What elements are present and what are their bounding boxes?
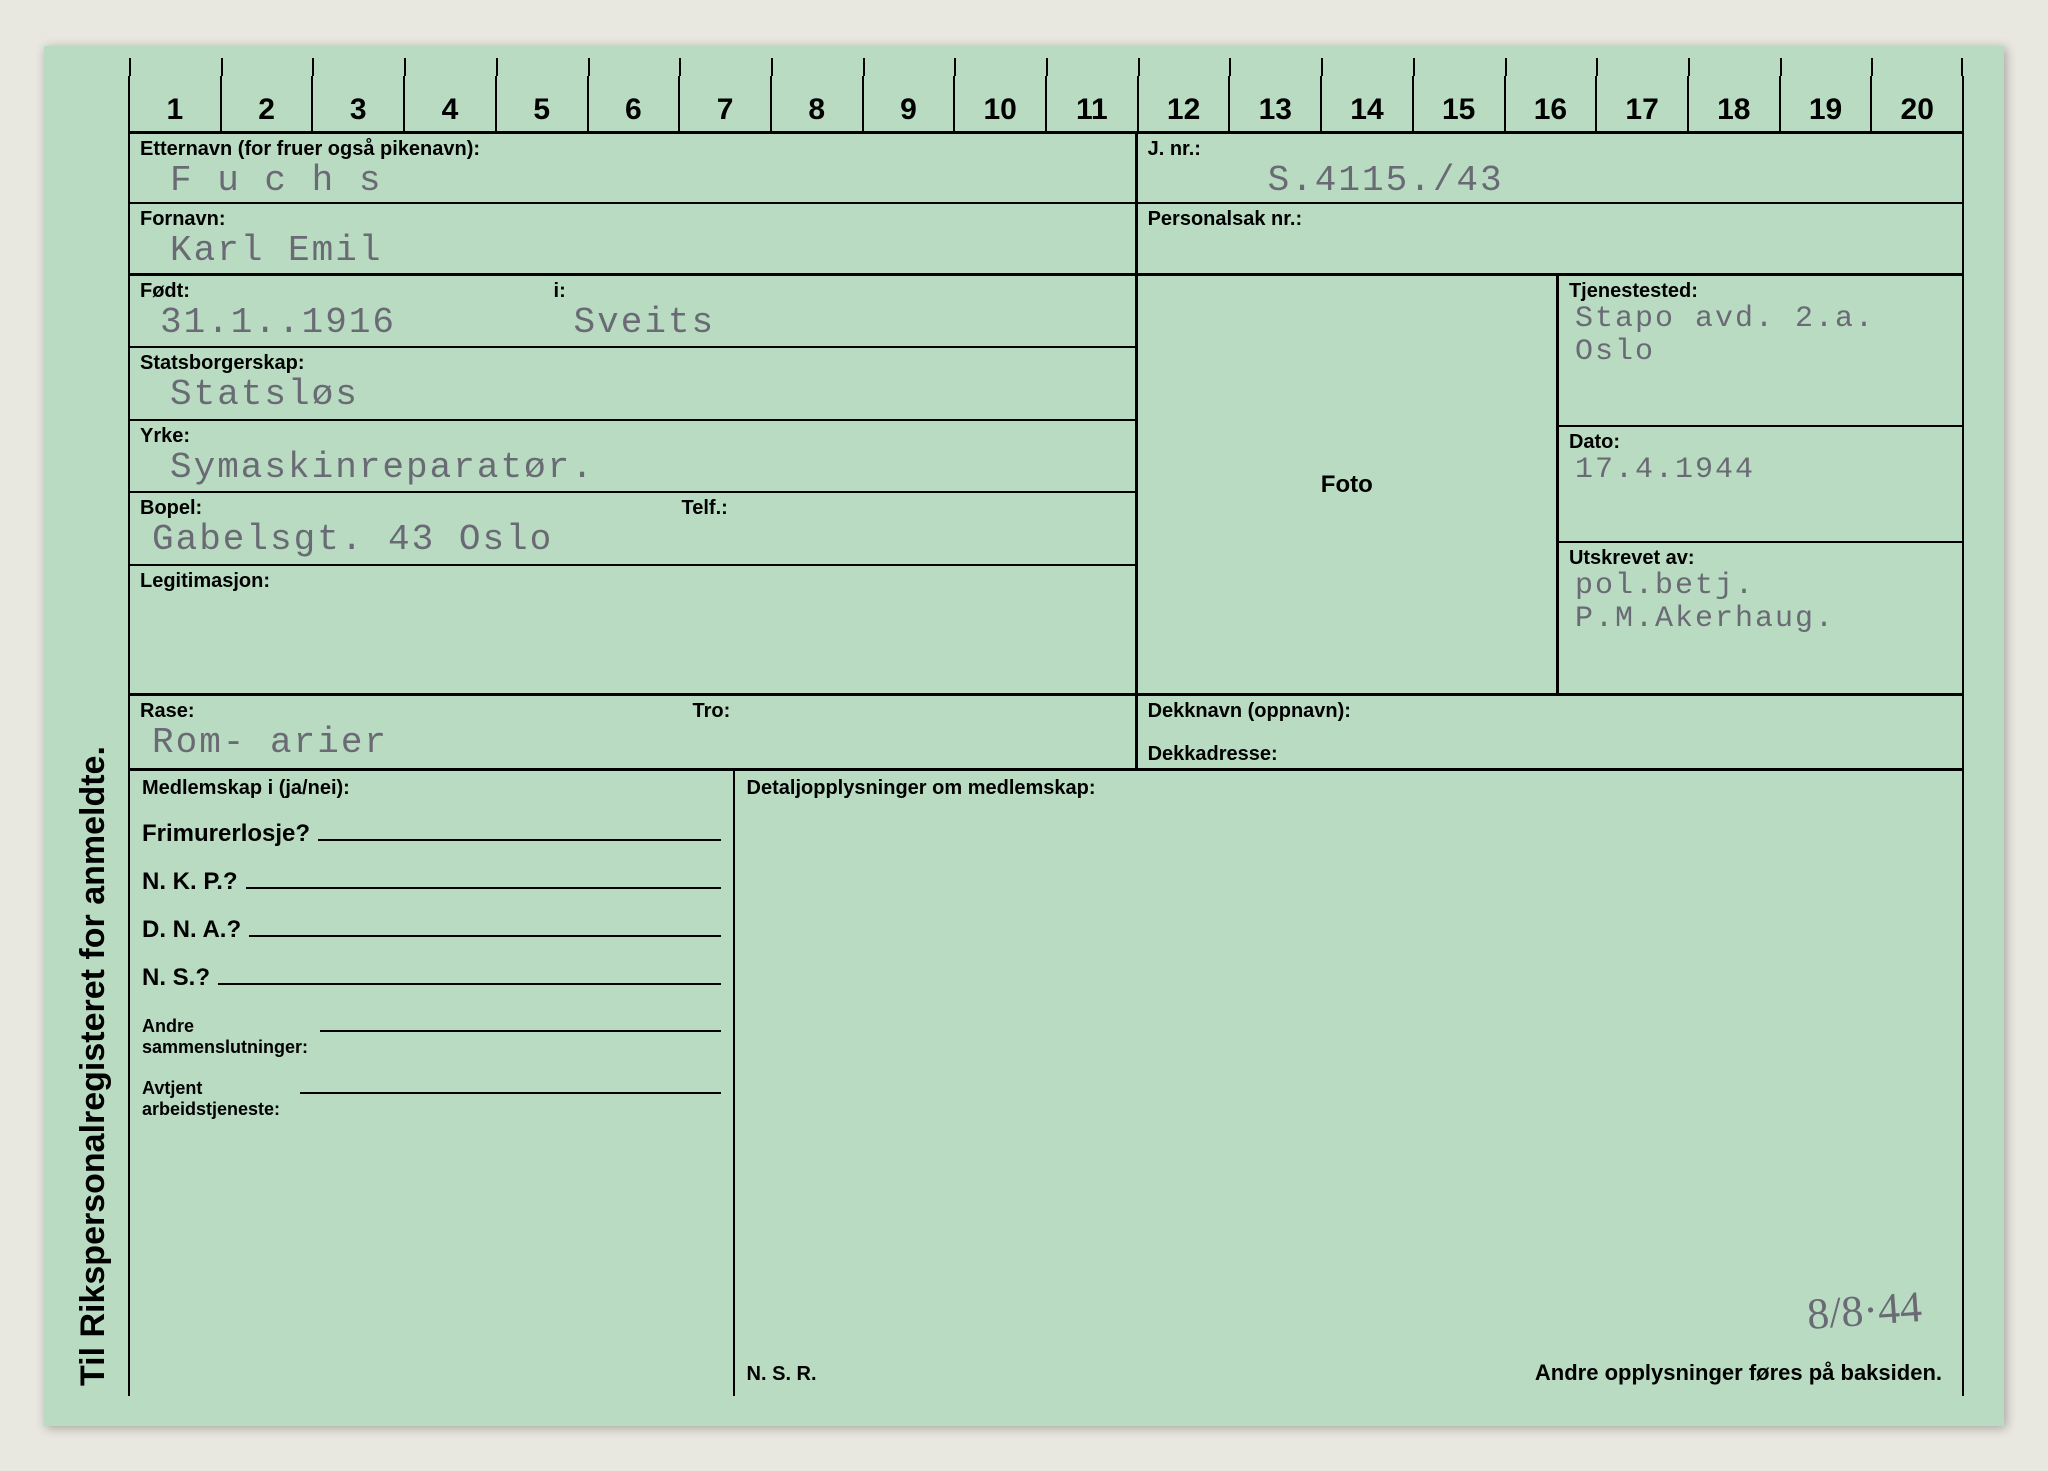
ruler-cell: 17 (1595, 76, 1687, 131)
ruler-cell: 1 (128, 76, 220, 131)
membership-left: Medlemskap i (ja/nei): Frimurerlosje? N.… (130, 771, 735, 1396)
ruler-cell: 10 (953, 76, 1045, 131)
label-jnr: J. nr.: (1148, 138, 1952, 161)
label-legitimasjon: Legitimasjon: (140, 570, 1125, 593)
card-content: 1 2 3 4 5 6 7 8 9 10 11 12 13 14 15 16 1… (128, 76, 1964, 1396)
label-utskrevet: Utskrevet av: (1569, 547, 1952, 570)
row-surname: Etternavn (for fruer også pikenavn): F u… (130, 134, 1962, 205)
vertical-title: Til Rikspersonalregisteret for anmeldte. (74, 274, 113, 1396)
value-utskrevet: pol.betj. P.M.Akerhaug. (1569, 570, 1952, 636)
label-medlemskap: Medlemskap i (ja/nei): (142, 777, 721, 800)
ruler-cell: 16 (1504, 76, 1596, 131)
ruler-cell: 6 (587, 76, 679, 131)
row-details-block: Født: 31.1..1916 i: Sveits Statsborgersk… (130, 276, 1962, 696)
back-note: Andre opplysninger føres på baksiden. (1535, 1360, 1942, 1386)
value-etternavn: F u c h s (140, 161, 1125, 201)
ruler-cell: 2 (220, 76, 312, 131)
memb-nkp: N. K. P.? (142, 868, 721, 896)
memb-frimurer: Frimurerlosje? (142, 820, 721, 848)
label-etternavn: Etternavn (for fruer også pikenavn): (140, 138, 1125, 161)
value-fodt: 31.1..1916 (140, 303, 554, 343)
label-statsborgerskap: Statsborgerskap: (140, 352, 1125, 375)
ruler-cell: 3 (311, 76, 403, 131)
memb-andre: Andre sammenslutninger: (142, 1016, 721, 1058)
form-grid: Etternavn (for fruer også pikenavn): F u… (128, 134, 1964, 1396)
ruler-cell: 8 (770, 76, 862, 131)
ruler-cell: 11 (1045, 76, 1137, 131)
ruler-cell: 12 (1137, 76, 1229, 131)
registration-card: Til Rikspersonalregisteret for anmeldte.… (44, 46, 2004, 1426)
memb-dna: D. N. A.? (142, 916, 721, 944)
label-dekknavn: Dekknavn (oppnavn): (1148, 700, 1952, 723)
value-dato: 17.4.1944 (1569, 454, 1952, 487)
nsr-mark: N. S. R. (747, 1363, 817, 1386)
label-foto: Foto (1321, 471, 1373, 499)
label-dekkadresse: Dekkadresse: (1148, 743, 1952, 766)
value-bopel: Gabelsgt. 43 Oslo (140, 520, 682, 560)
memb-ns: N. S.? (142, 964, 721, 992)
ruler-cell: 15 (1412, 76, 1504, 131)
ruler-cell: 14 (1320, 76, 1412, 131)
label-dato: Dato: (1569, 431, 1952, 454)
label-bopel: Bopel: (140, 497, 682, 520)
label-personalsak: Personalsak nr.: (1148, 208, 1952, 231)
ruler-cell: 19 (1779, 76, 1871, 131)
ruler-cell: 5 (495, 76, 587, 131)
value-tjenestested: Stapo avd. 2.a. Oslo (1569, 303, 1952, 369)
label-telf: Telf.: (682, 497, 1125, 520)
memb-avtjent: Avtjent arbeidstjeneste: (142, 1078, 721, 1120)
label-detalj: Detaljopplysninger om medlemskap: (747, 777, 1950, 800)
value-fornavn: Karl Emil (140, 231, 1125, 271)
label-tro: Tro: (693, 700, 1125, 723)
ruler-cell: 9 (862, 76, 954, 131)
label-fodt-i: i: (554, 280, 1125, 303)
value-jnr: S.4115./43 (1148, 161, 1952, 201)
value-rase: Rom- arier (140, 723, 673, 763)
ruler-cell: 4 (403, 76, 495, 131)
membership-section: Medlemskap i (ja/nei): Frimurerlosje? N.… (130, 771, 1962, 1396)
label-fornavn: Fornavn: (140, 208, 1125, 231)
ruler-cell: 7 (678, 76, 770, 131)
value-fodt-i: Sveits (554, 303, 1125, 343)
ruler-cell: 18 (1687, 76, 1779, 131)
label-tjenestested: Tjenestested: (1569, 280, 1952, 303)
value-yrke: Symaskinreparatør. (140, 448, 1125, 488)
value-statsborgerskap: Statsløs (140, 375, 1125, 415)
ruler: 1 2 3 4 5 6 7 8 9 10 11 12 13 14 15 16 1… (128, 76, 1964, 134)
label-rase: Rase: (140, 700, 673, 723)
ruler-cell: 13 (1228, 76, 1320, 131)
row-firstname: Fornavn: Karl Emil Personalsak nr.: (130, 204, 1962, 276)
row-race: Rase: Rom- arier Tro: Dekknavn (oppnavn)… (130, 696, 1962, 771)
label-yrke: Yrke: (140, 425, 1125, 448)
label-fodt: Født: (140, 280, 554, 303)
handwritten-date: 8/8·44 (1805, 1281, 1923, 1340)
membership-right: Detaljopplysninger om medlemskap: N. S. … (735, 771, 1962, 1396)
ruler-cell: 20 (1870, 76, 1964, 131)
